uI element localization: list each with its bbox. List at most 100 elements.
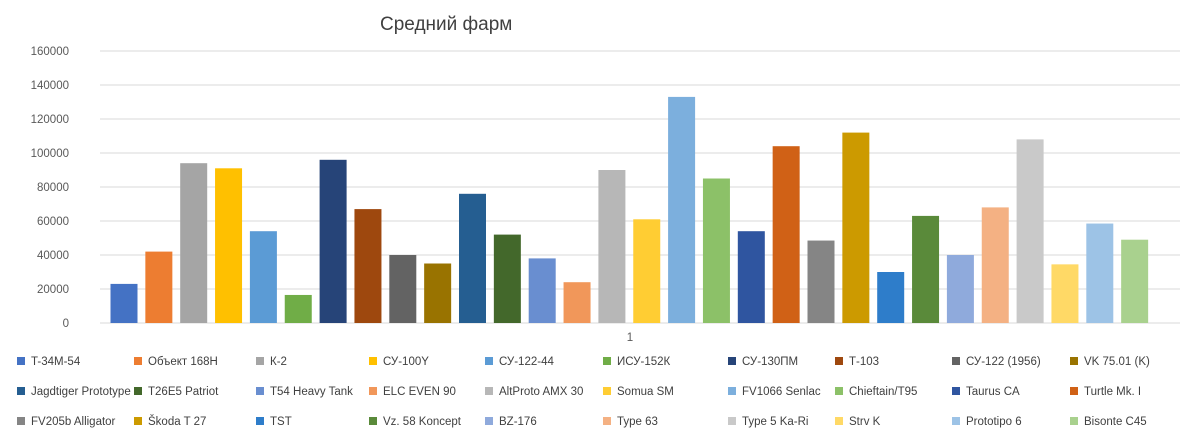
legend-item: Т-103: [835, 354, 879, 370]
bar: [772, 146, 800, 323]
legend-label: BZ-176: [499, 416, 537, 428]
bars: [110, 96, 1149, 324]
legend-item: T-34M-54: [17, 354, 80, 370]
bar: [528, 258, 556, 323]
legend-swatch: [835, 386, 843, 395]
legend-item: TST: [256, 414, 292, 430]
legend-swatch: [17, 386, 25, 395]
x-tick-label: 1: [627, 332, 633, 344]
bar: [110, 283, 138, 323]
legend-label: T26E5 Patriot: [148, 386, 219, 398]
legend-swatch: [369, 386, 377, 395]
legend-item: Chieftain/T95: [835, 384, 917, 400]
legend-swatch: [256, 386, 264, 395]
legend-item: Bisonte C45: [1070, 414, 1147, 430]
bar: [1086, 223, 1114, 323]
bar: [946, 255, 974, 323]
legend-label: СУ-100Y: [383, 356, 429, 368]
legend-item: Jagdtiger Prototype: [17, 384, 131, 400]
legend-label: AltProto AMX 30: [499, 386, 584, 398]
legend-label: FV205b Alligator: [31, 416, 116, 428]
legend-swatch: [603, 386, 611, 395]
chart-title: Средний фарм: [380, 14, 513, 35]
legend-item: Объект 168Н: [134, 354, 218, 370]
legend-label: Jagdtiger Prototype: [31, 386, 131, 398]
legend-swatch: [17, 356, 25, 365]
bar: [284, 294, 312, 323]
y-tick-label: 140000: [31, 80, 69, 92]
bar: [1051, 264, 1079, 323]
bar: [807, 240, 835, 323]
bar: [389, 255, 417, 323]
legend-label: Type 5 Ka-Ri: [742, 416, 809, 428]
legend-item: Strv K: [835, 414, 880, 430]
y-tick-label: 80000: [37, 182, 69, 194]
bar: [493, 234, 521, 323]
legend-label: Chieftain/T95: [849, 386, 918, 398]
legend-label: VK 75.01 (K): [1084, 356, 1150, 368]
y-tick-label: 40000: [37, 250, 69, 262]
legend-label: T54 Heavy Tank: [270, 386, 353, 398]
legend-item: Turtle Mk. I: [1070, 384, 1141, 400]
legend-item: FV1066 Senlac: [728, 384, 821, 400]
bar: [877, 272, 905, 323]
y-tick-label: 60000: [37, 216, 69, 228]
legend-item: BZ-176: [485, 414, 537, 430]
bar: [249, 231, 277, 323]
bar: [842, 132, 870, 323]
legend-label: Škoda T 27: [148, 416, 207, 428]
legend-label: СУ-122-44: [499, 356, 554, 368]
legend-label: Taurus CA: [966, 386, 1020, 398]
legend-swatch: [369, 416, 377, 425]
legend-item: Taurus CA: [952, 384, 1020, 400]
legend-label: Т-103: [849, 356, 880, 368]
legend-item: Prototipo 6: [952, 414, 1022, 430]
legend-item: СУ-122 (1956): [952, 354, 1041, 370]
y-axis-tick-labels: 0 20000 40000 60000 80000 100000 120000 140000 1…: [31, 46, 69, 330]
bar: [459, 193, 486, 323]
bar: [180, 163, 208, 323]
legend-label: T-34M-54: [31, 356, 81, 368]
legend-item: СУ-130ПМ: [728, 354, 798, 370]
legend-item: Somua SM: [603, 384, 674, 400]
legend-item: СУ-100Y: [369, 354, 429, 370]
y-tick-label: 0: [63, 318, 69, 330]
bar: [1121, 239, 1149, 323]
legend-swatch: [485, 416, 493, 425]
y-tick-label: 120000: [31, 114, 69, 126]
bar: [633, 219, 661, 323]
legend-swatch: [369, 356, 377, 365]
legend-swatch: [728, 356, 736, 365]
bar: [215, 168, 243, 323]
legend-swatch: [485, 386, 493, 395]
legend-item: К-2: [256, 354, 287, 370]
legend-item: Vz. 58 Koncept: [369, 414, 461, 430]
legend-item: VK 75.01 (K): [1070, 354, 1150, 370]
bar: [145, 251, 173, 323]
bar: [563, 282, 591, 323]
legend-item: FV205b Alligator: [17, 414, 115, 430]
legend-swatch: [256, 416, 264, 425]
bar: [354, 209, 382, 323]
legend-swatch: [603, 356, 611, 365]
bar: [1016, 139, 1044, 323]
bar: [668, 96, 696, 324]
legend-swatch: [134, 356, 142, 365]
legend-item: ELC EVEN 90: [369, 384, 456, 400]
legend-item: Škoda T 27: [134, 414, 206, 430]
legend-swatch: [1070, 416, 1078, 425]
legend-item: ИСУ-152К: [603, 354, 670, 370]
bar-chart: 0 20000 40000 60000 80000 100000 120000 140000 1…: [31, 46, 1180, 344]
legend-item: T54 Heavy Tank: [256, 384, 353, 400]
legend-label: СУ-122 (1956): [966, 356, 1041, 368]
legend-label: ELC EVEN 90: [383, 386, 456, 398]
legend-swatch: [728, 416, 736, 425]
legend-label: СУ-130ПМ: [742, 356, 799, 368]
legend-swatch: [134, 386, 142, 395]
y-tick-label: 100000: [31, 148, 69, 160]
legend-label: К-2: [270, 356, 287, 368]
legend-swatch: [485, 356, 493, 365]
legend-swatch: [952, 356, 960, 365]
legend-swatch: [1070, 356, 1078, 365]
bar: [702, 178, 730, 323]
